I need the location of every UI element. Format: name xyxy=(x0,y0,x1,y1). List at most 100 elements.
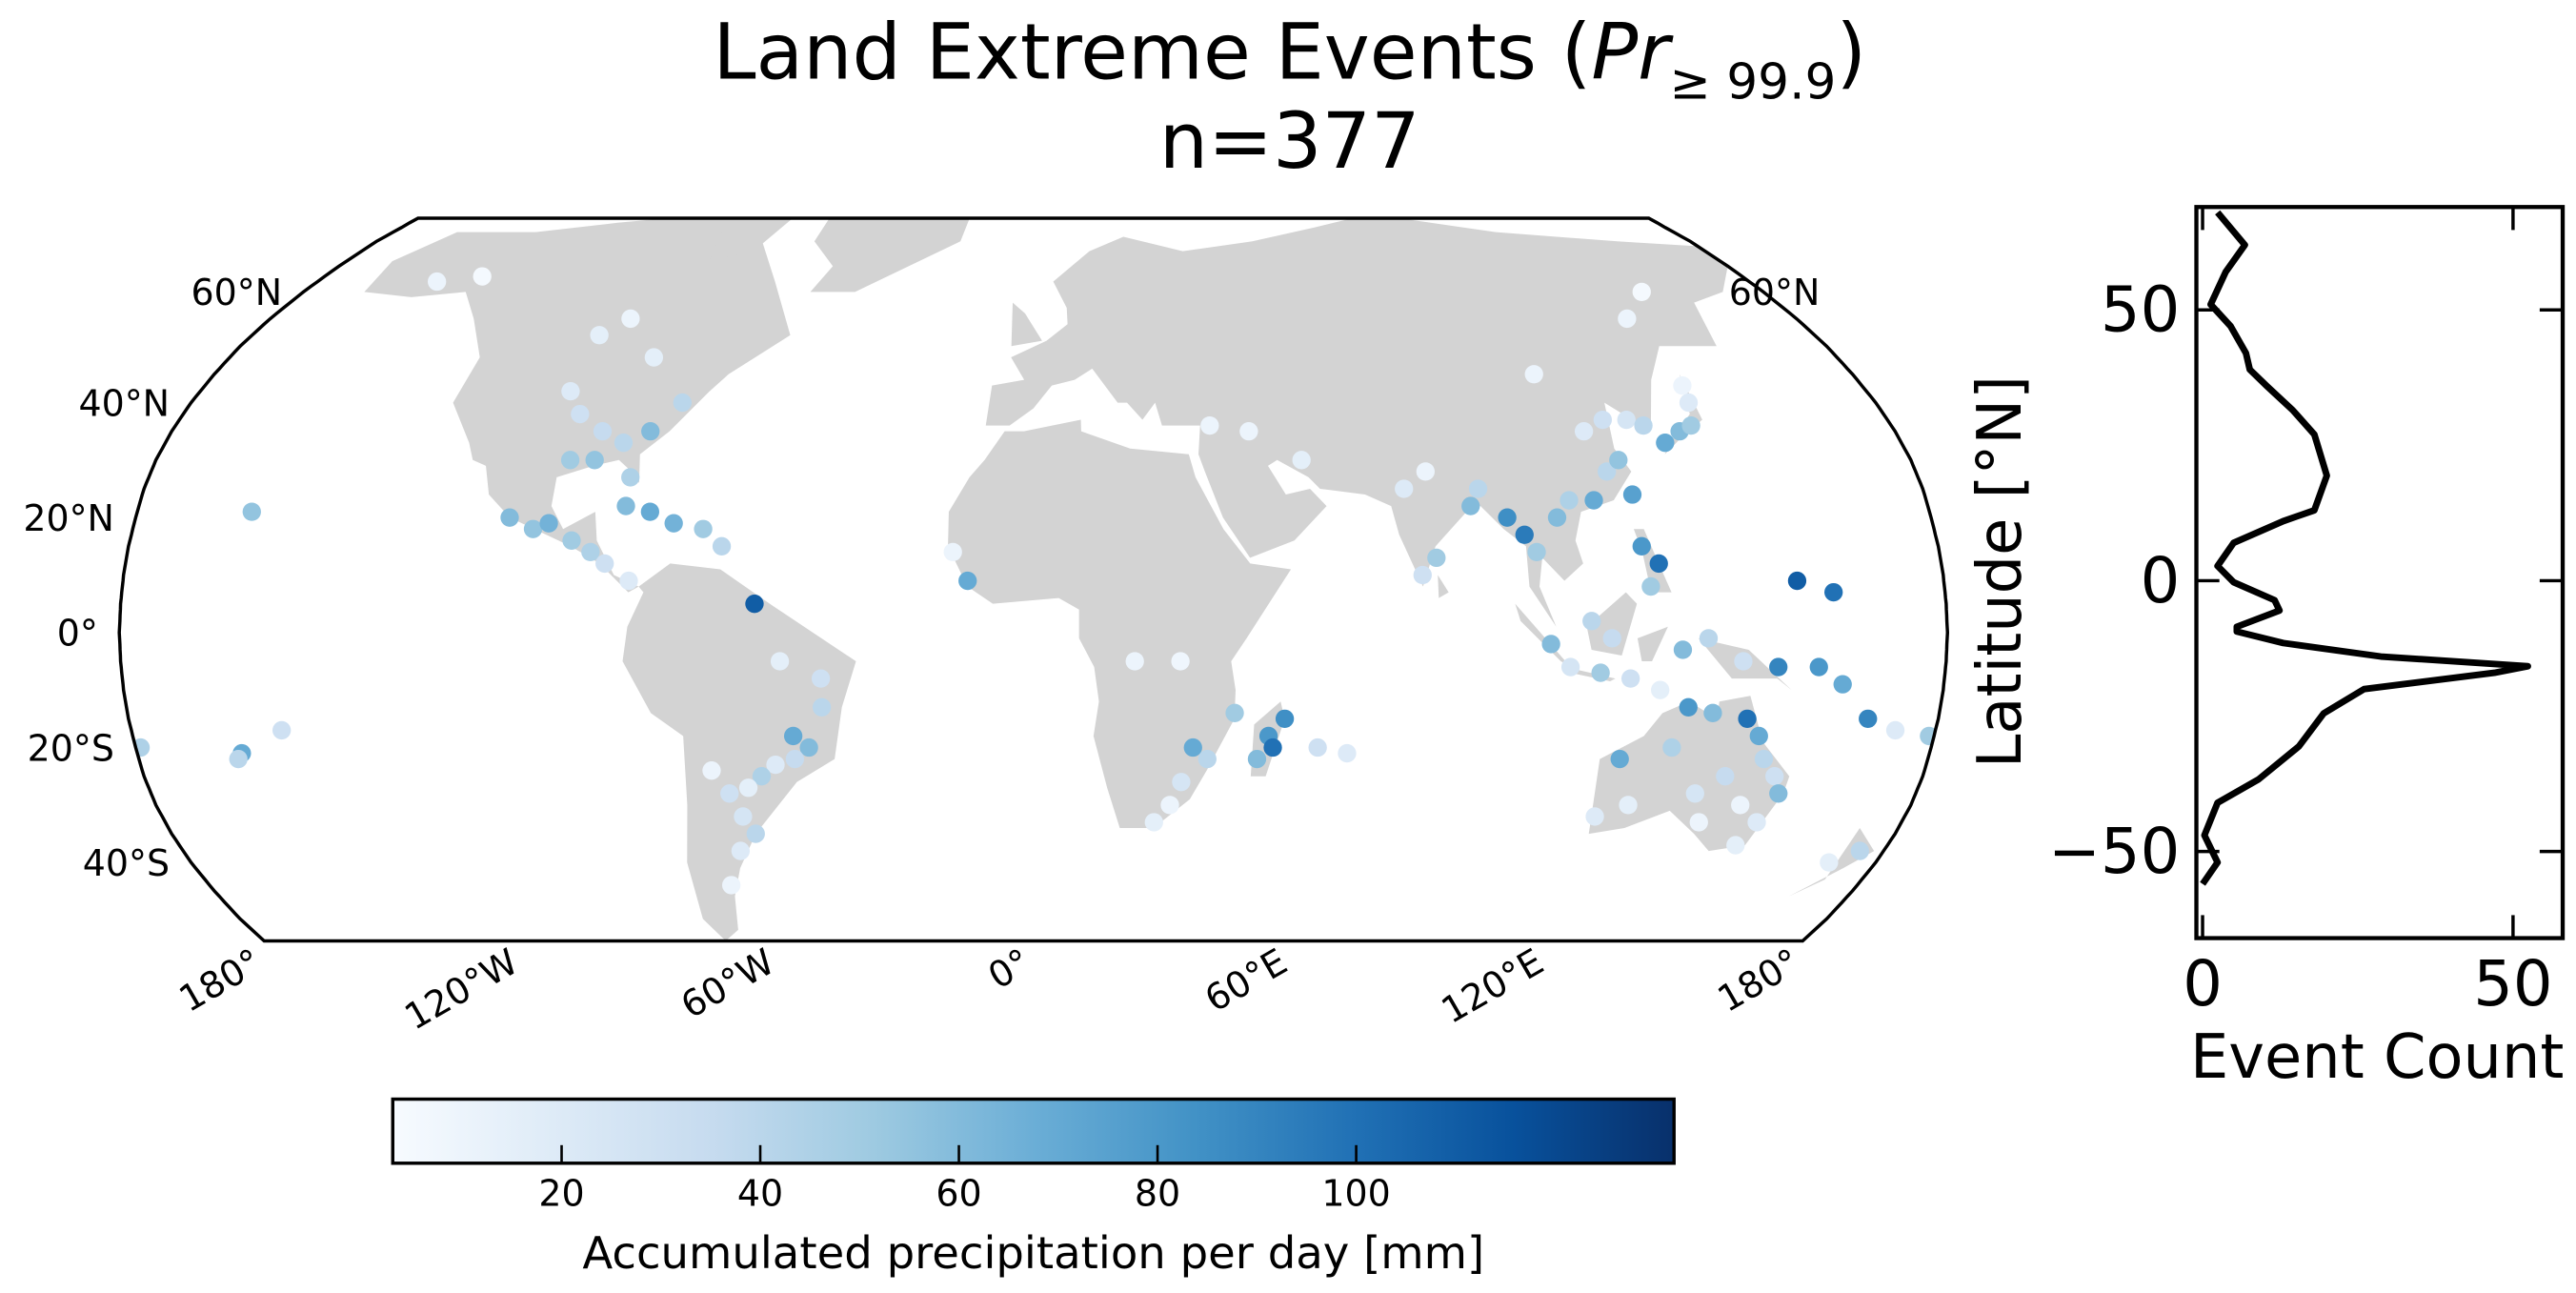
landmass xyxy=(364,217,791,593)
lon-tick-label: 0° xyxy=(981,940,1037,998)
event-point xyxy=(1685,784,1704,803)
event-point xyxy=(229,749,248,769)
event-point xyxy=(799,737,818,758)
event-point xyxy=(1699,629,1719,648)
x-axis-label: Event Count xyxy=(2190,1022,2564,1093)
lat-tick-label: 20°S xyxy=(28,727,114,769)
event-point xyxy=(1524,365,1543,384)
event-point xyxy=(1610,749,1629,769)
event-point xyxy=(1560,657,1580,677)
x-tick-label: 50 xyxy=(2473,948,2552,1020)
event-point xyxy=(1656,434,1675,453)
title-subscript: ≥ 99.9 xyxy=(1670,53,1837,111)
event-point xyxy=(644,348,664,367)
event-point xyxy=(272,720,292,740)
event-point xyxy=(1338,743,1357,763)
event-point xyxy=(641,421,660,441)
event-point xyxy=(523,519,543,538)
event-point xyxy=(783,726,803,746)
event-point xyxy=(619,571,638,591)
event-point xyxy=(242,502,261,521)
lat-tick-label: 40°N xyxy=(78,382,170,424)
lon-tick-label: 60°W xyxy=(674,940,781,1026)
event-point xyxy=(1747,813,1766,832)
event-point xyxy=(738,778,758,798)
event-point xyxy=(1749,726,1768,746)
event-point xyxy=(694,519,713,538)
event-point xyxy=(562,531,581,550)
lon-tick-label: 60°E xyxy=(1197,940,1294,1020)
event-point xyxy=(1809,657,1828,677)
chart-title: Land Extreme Events (Pr≥ 99.9) xyxy=(713,9,1866,111)
event-point xyxy=(1765,767,1784,786)
lat-tick-label: 60°N xyxy=(191,272,282,313)
event-point xyxy=(673,393,692,413)
title-symbol: Pr xyxy=(1591,9,1674,98)
event-point xyxy=(785,749,805,769)
event-point xyxy=(1591,663,1610,682)
event-point xyxy=(1197,749,1217,769)
lat-tick-label: 40°S xyxy=(83,842,170,884)
lon-tick-label: 180° xyxy=(172,940,269,1020)
colorbar-tick-label: 40 xyxy=(737,1173,783,1215)
event-point xyxy=(812,697,832,717)
landmass xyxy=(1637,626,1668,662)
event-point xyxy=(1681,415,1701,435)
event-point xyxy=(1769,784,1788,803)
event-point xyxy=(1824,582,1843,602)
event-point xyxy=(1263,737,1282,758)
y-tick-label: 0 xyxy=(2141,545,2181,617)
event-point xyxy=(561,381,580,401)
event-point xyxy=(1731,796,1750,815)
event-point xyxy=(1427,548,1446,568)
event-point xyxy=(593,421,613,441)
event-point xyxy=(731,841,751,860)
event-point xyxy=(1541,635,1560,654)
event-point xyxy=(427,272,447,292)
event-point xyxy=(712,536,732,556)
event-point xyxy=(1125,652,1144,671)
y-axis-label: Latitude [°N] xyxy=(1965,375,2036,768)
event-point xyxy=(1679,393,1699,413)
event-point xyxy=(1641,576,1660,596)
event-point xyxy=(595,554,614,574)
event-point xyxy=(473,267,492,286)
event-point xyxy=(1820,853,1839,872)
event-point xyxy=(1769,657,1788,677)
event-point xyxy=(1673,640,1693,659)
event-point xyxy=(752,767,772,786)
landmass xyxy=(709,217,798,262)
event-point xyxy=(1787,571,1807,591)
event-point xyxy=(1598,462,1617,481)
event-point xyxy=(1468,479,1488,498)
event-point xyxy=(1582,612,1601,631)
event-point xyxy=(1885,720,1905,740)
event-point xyxy=(1754,749,1774,769)
event-point xyxy=(1547,508,1567,527)
event-point xyxy=(616,496,635,515)
event-point xyxy=(1527,542,1546,562)
event-point xyxy=(1859,709,1878,729)
colorbar-fill xyxy=(391,1097,1676,1165)
event-point xyxy=(1609,451,1628,470)
event-point xyxy=(585,451,604,470)
colorbar-label: Accumulated precipitation per day [mm] xyxy=(582,1227,1484,1279)
landmass xyxy=(1515,603,1571,668)
event-point xyxy=(1160,796,1179,815)
event-point xyxy=(702,761,721,780)
event-point xyxy=(1618,309,1637,329)
event-point xyxy=(1584,491,1603,510)
event-point xyxy=(1734,652,1753,671)
event-point xyxy=(1200,415,1219,435)
axes-frame xyxy=(2194,205,2566,940)
event-point xyxy=(1662,737,1681,758)
map: 60°N 40°N 20°N 0° 20°S 40°S 60°N 180° 120°W 60°W 0… xyxy=(23,216,1950,1039)
landmass xyxy=(985,217,1728,627)
event-point xyxy=(734,807,753,826)
event-point xyxy=(1738,709,1757,729)
event-point xyxy=(1620,669,1640,688)
event-point xyxy=(621,309,640,329)
event-point xyxy=(664,514,683,533)
event-point xyxy=(560,451,580,470)
